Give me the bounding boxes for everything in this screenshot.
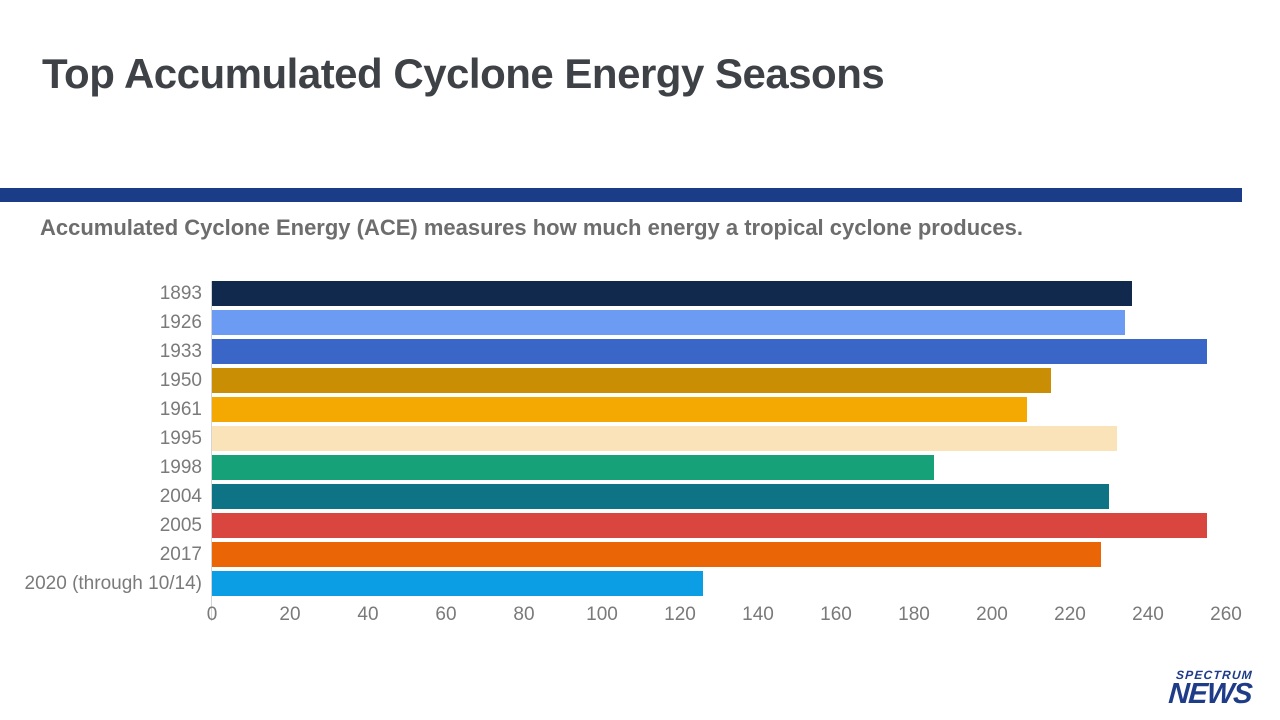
x-axis-tick-label: 220	[1054, 604, 1086, 625]
bar	[212, 571, 704, 596]
bar	[212, 542, 1102, 567]
page-title: Top Accumulated Cyclone Energy Seasons	[42, 50, 885, 97]
bar	[212, 513, 1207, 538]
x-axis-tick-label: 160	[820, 604, 852, 625]
x-axis-tick-label: 180	[898, 604, 930, 625]
bar	[212, 310, 1125, 335]
bar-row-label: 2017	[159, 543, 202, 565]
x-axis-tick-label: 260	[1210, 604, 1242, 625]
bar-track	[212, 281, 1226, 306]
x-axis-tick-label: 100	[586, 604, 618, 625]
bar	[212, 281, 1133, 306]
logo-news-text: NEWS	[1167, 677, 1253, 710]
bar-track	[212, 484, 1226, 509]
bar-track	[212, 339, 1226, 364]
chart-rows: 1893 1926 1933 1950 1961 1995 1998 2004 2005 2017…	[0, 281, 1280, 596]
bar-track	[212, 571, 1226, 596]
bar-row: 1893	[0, 281, 1280, 306]
bar	[212, 368, 1051, 393]
x-axis-tick-label: 20	[279, 604, 301, 625]
bar-track	[212, 397, 1226, 422]
bar-row-label: 1926	[159, 311, 202, 333]
bar-track	[212, 513, 1226, 538]
spectrum-news-logo: SPECTRUM NEWS	[1167, 668, 1253, 710]
bar-row-label: 2004	[159, 485, 202, 507]
bar-track	[212, 542, 1226, 567]
bar-row-label: 1961	[159, 398, 202, 420]
y-axis-line	[211, 281, 212, 621]
bar-row: 1961	[0, 397, 1280, 422]
divider-bar	[0, 188, 1242, 202]
bar	[212, 455, 934, 480]
bar-chart: 1893 1926 1933 1950 1961 1995 1998 2004 2005 2017…	[0, 281, 1280, 600]
bar-row: 2017	[0, 542, 1280, 567]
x-axis-tick-label: 120	[664, 604, 696, 625]
bar	[212, 484, 1109, 509]
bar-row-label: 1995	[159, 427, 202, 449]
bar-row: 2004	[0, 484, 1280, 509]
bar-track	[212, 426, 1226, 451]
bar-row-label: 1998	[159, 456, 202, 478]
x-axis-tick-label: 200	[976, 604, 1008, 625]
bar-row: 1933	[0, 339, 1280, 364]
chart-subtitle: Accumulated Cyclone Energy (ACE) measure…	[40, 215, 1023, 240]
bar-row: 2005	[0, 513, 1280, 538]
bar-track	[212, 455, 1226, 480]
x-axis: 0 20 40 60 80 100 120 140 160 180 200 220 240 260	[207, 604, 1242, 628]
bar-track	[212, 368, 1226, 393]
x-axis-tick-label: 0	[206, 604, 218, 625]
bar	[212, 426, 1117, 451]
x-axis-tick-label: 140	[742, 604, 774, 625]
bar-row: 1995	[0, 426, 1280, 451]
bar-row-label: 1893	[159, 282, 202, 304]
bar	[212, 397, 1028, 422]
bar-row-label: 2020 (through 10/14)	[24, 572, 202, 594]
bar-row-label: 2005	[159, 514, 202, 536]
bar-row: 1950	[0, 368, 1280, 393]
bar-row-label: 1950	[159, 369, 202, 391]
x-axis-tick-label: 60	[435, 604, 457, 625]
bar	[212, 339, 1207, 364]
bar-row: 1998	[0, 455, 1280, 480]
x-axis-tick-label: 80	[513, 604, 535, 625]
bar-row-label: 1933	[159, 340, 202, 362]
bar-row: 1926	[0, 310, 1280, 335]
x-axis-tick-label: 40	[357, 604, 379, 625]
x-axis-tick-label: 240	[1132, 604, 1164, 625]
bar-row: 2020 (through 10/14)	[0, 571, 1280, 596]
bar-track	[212, 310, 1226, 335]
